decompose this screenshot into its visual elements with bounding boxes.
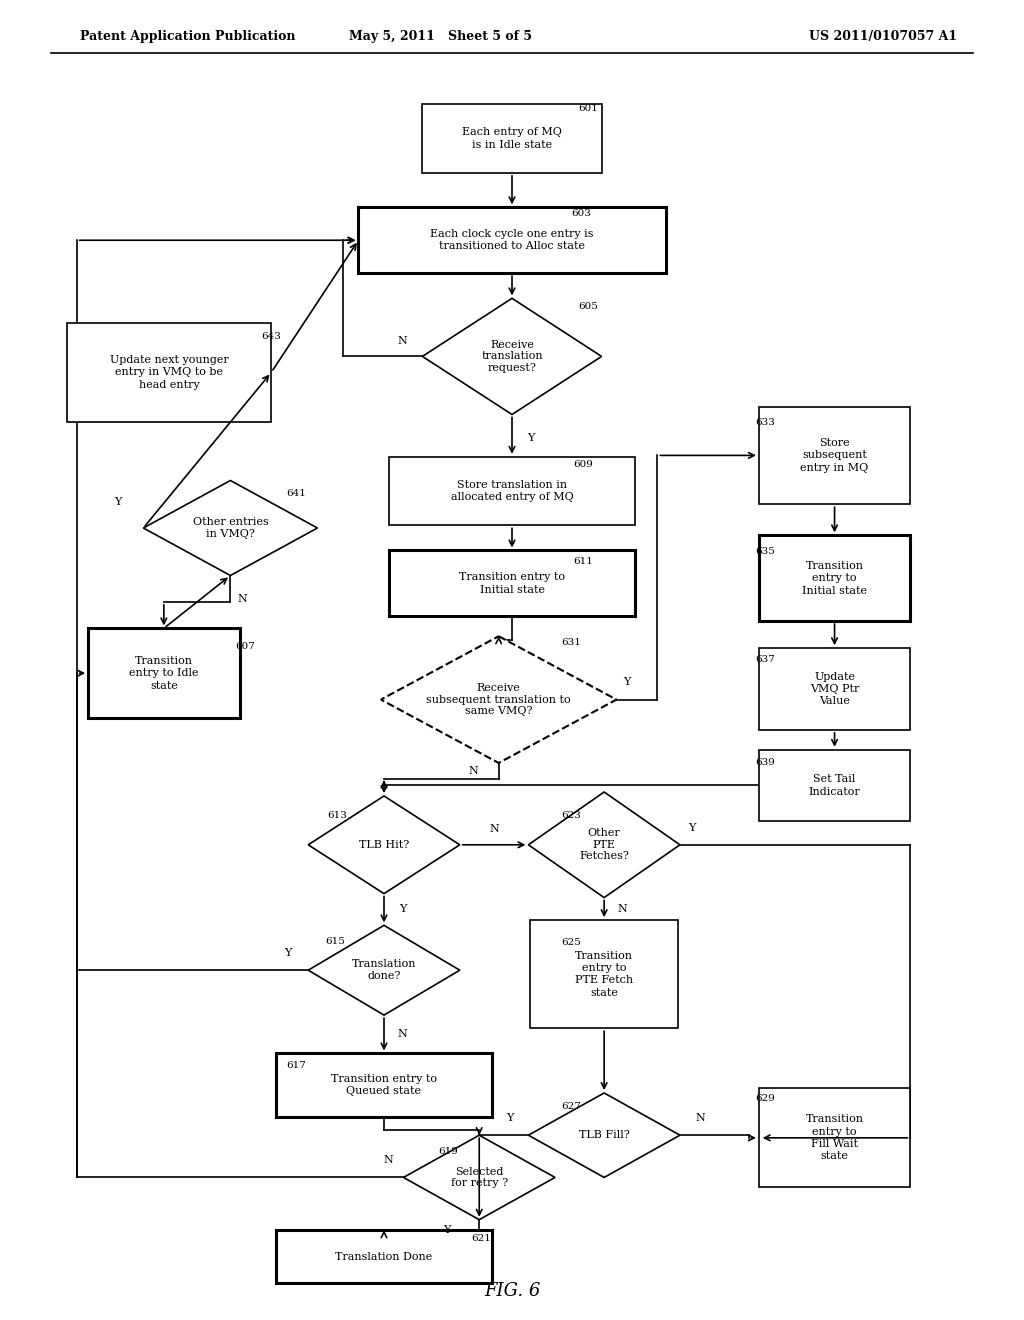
Text: 615: 615 bbox=[326, 937, 345, 945]
Text: TLB Fill?: TLB Fill? bbox=[579, 1130, 630, 1140]
Polygon shape bbox=[403, 1135, 555, 1220]
Text: 637: 637 bbox=[756, 656, 775, 664]
Bar bbox=[759, 407, 910, 504]
Bar bbox=[389, 457, 635, 525]
Polygon shape bbox=[528, 792, 680, 898]
Text: Y: Y bbox=[442, 1225, 451, 1236]
Text: Y: Y bbox=[623, 677, 631, 688]
Text: Transition entry to
Initial state: Transition entry to Initial state bbox=[459, 573, 565, 594]
Text: Transition entry to
Queued state: Transition entry to Queued state bbox=[331, 1074, 437, 1096]
Text: Update next younger
entry in VMQ to be
head entry: Update next younger entry in VMQ to be h… bbox=[110, 355, 228, 389]
Bar bbox=[276, 1230, 492, 1283]
Text: Each clock cycle one entry is
transitioned to Alloc state: Each clock cycle one entry is transition… bbox=[430, 230, 594, 251]
Text: Transition
entry to
Initial state: Transition entry to Initial state bbox=[802, 561, 867, 595]
Text: 629: 629 bbox=[756, 1094, 775, 1102]
Text: TLB Hit?: TLB Hit? bbox=[358, 840, 410, 850]
Text: Y: Y bbox=[688, 822, 696, 833]
Text: Set Tail
Indicator: Set Tail Indicator bbox=[809, 775, 860, 796]
Text: 619: 619 bbox=[438, 1147, 458, 1155]
Bar bbox=[530, 920, 678, 1028]
Text: 605: 605 bbox=[579, 302, 598, 310]
Text: N: N bbox=[397, 335, 407, 346]
Text: N: N bbox=[617, 904, 628, 913]
Text: N: N bbox=[489, 824, 499, 834]
Text: 643: 643 bbox=[261, 333, 281, 341]
Bar bbox=[276, 1053, 492, 1117]
Polygon shape bbox=[381, 636, 616, 763]
Bar bbox=[759, 1088, 910, 1188]
Text: 601: 601 bbox=[579, 104, 598, 112]
Text: Y: Y bbox=[114, 496, 122, 507]
Text: Store translation in
allocated entry of MQ: Store translation in allocated entry of … bbox=[451, 480, 573, 502]
Text: 609: 609 bbox=[573, 461, 593, 469]
Text: Selected
for retry ?: Selected for retry ? bbox=[451, 1167, 508, 1188]
Text: 633: 633 bbox=[756, 418, 775, 426]
Text: 635: 635 bbox=[756, 548, 775, 556]
Text: Update
VMQ Ptr
Value: Update VMQ Ptr Value bbox=[810, 672, 859, 706]
Text: N: N bbox=[468, 766, 478, 776]
Polygon shape bbox=[308, 925, 460, 1015]
Polygon shape bbox=[143, 480, 317, 576]
Text: N: N bbox=[695, 1113, 706, 1123]
Text: Patent Application Publication: Patent Application Publication bbox=[80, 30, 295, 44]
Bar bbox=[389, 550, 635, 616]
Text: Each entry of MQ
is in Idle state: Each entry of MQ is in Idle state bbox=[462, 128, 562, 149]
Bar bbox=[67, 323, 271, 422]
Text: 639: 639 bbox=[756, 759, 775, 767]
Text: 607: 607 bbox=[236, 643, 255, 651]
Text: N: N bbox=[238, 594, 248, 605]
Text: 641: 641 bbox=[287, 490, 306, 498]
Text: Store
subsequent
entry in MQ: Store subsequent entry in MQ bbox=[801, 438, 868, 473]
Text: 613: 613 bbox=[328, 812, 347, 820]
Text: N: N bbox=[383, 1155, 393, 1166]
Text: Transition
entry to Idle
state: Transition entry to Idle state bbox=[129, 656, 199, 690]
Text: Receive
translation
request?: Receive translation request? bbox=[481, 339, 543, 374]
Bar bbox=[88, 628, 240, 718]
Text: US 2011/0107057 A1: US 2011/0107057 A1 bbox=[809, 30, 957, 44]
Polygon shape bbox=[528, 1093, 680, 1177]
Text: Other entries
in VMQ?: Other entries in VMQ? bbox=[193, 517, 268, 539]
Text: Other
PTE
Fetches?: Other PTE Fetches? bbox=[580, 828, 629, 862]
Bar bbox=[759, 750, 910, 821]
Text: 631: 631 bbox=[561, 639, 581, 647]
Polygon shape bbox=[422, 298, 602, 414]
Text: Y: Y bbox=[506, 1113, 514, 1123]
Text: 617: 617 bbox=[287, 1061, 306, 1069]
Bar bbox=[358, 207, 666, 273]
Text: 611: 611 bbox=[573, 557, 593, 565]
Text: Transition
entry to
PTE Fetch
state: Transition entry to PTE Fetch state bbox=[575, 950, 633, 998]
Text: Transition
entry to
Fill Wait
state: Transition entry to Fill Wait state bbox=[806, 1114, 863, 1162]
Bar bbox=[422, 104, 601, 173]
Text: 623: 623 bbox=[561, 812, 581, 820]
Text: Y: Y bbox=[284, 948, 292, 958]
Text: 625: 625 bbox=[561, 939, 581, 946]
Text: Receive
subsequent translation to
same VMQ?: Receive subsequent translation to same V… bbox=[426, 682, 571, 717]
Bar bbox=[759, 648, 910, 730]
Text: Translation Done: Translation Done bbox=[336, 1251, 432, 1262]
Text: 621: 621 bbox=[471, 1234, 490, 1242]
Text: Translation
done?: Translation done? bbox=[352, 960, 416, 981]
Bar bbox=[759, 536, 910, 620]
Text: FIG. 6: FIG. 6 bbox=[483, 1282, 541, 1300]
Polygon shape bbox=[308, 796, 460, 894]
Text: May 5, 2011   Sheet 5 of 5: May 5, 2011 Sheet 5 of 5 bbox=[349, 30, 531, 44]
Text: Y: Y bbox=[526, 433, 535, 444]
Text: 603: 603 bbox=[571, 210, 591, 218]
Text: N: N bbox=[397, 1030, 408, 1039]
Text: 627: 627 bbox=[561, 1102, 581, 1110]
Text: Y: Y bbox=[398, 904, 407, 915]
